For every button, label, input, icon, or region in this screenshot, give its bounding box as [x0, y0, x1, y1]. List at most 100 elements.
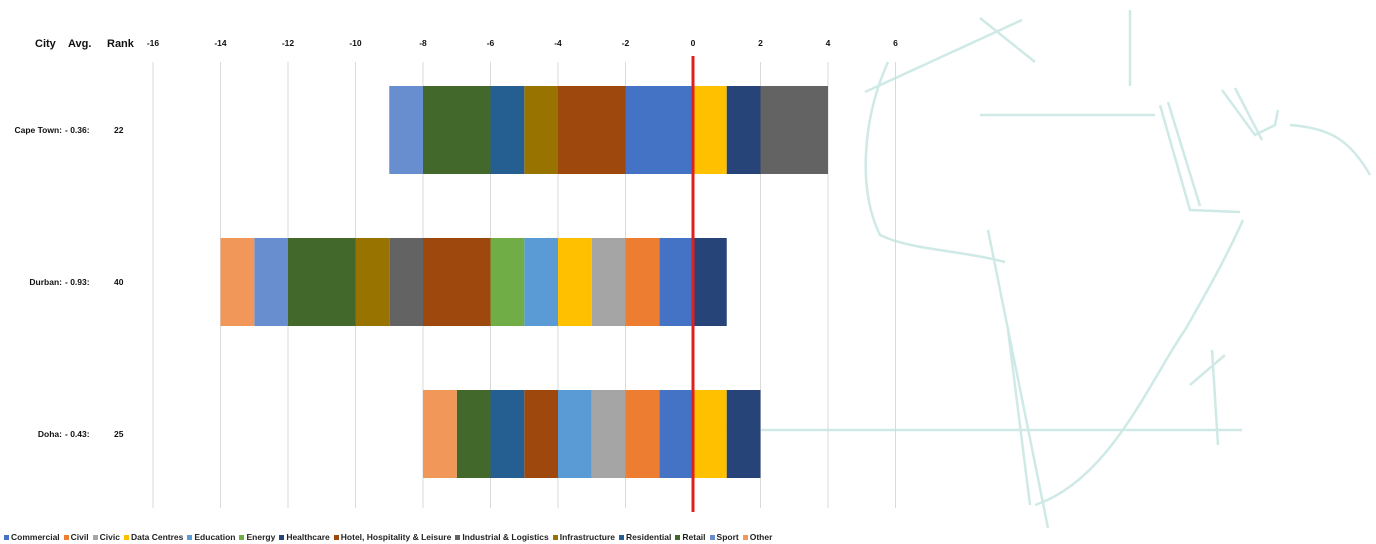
- header-city: City: [35, 38, 57, 50]
- chart-legend: Commercial Civil Civic Data Centres Educatio…: [4, 531, 776, 543]
- header-avg: Avg.: [68, 38, 91, 50]
- legend-swatch: [619, 534, 625, 540]
- row-avg-label: - 0.36:: [65, 125, 90, 135]
- legend-item: Civic: [92, 532, 120, 542]
- legend-label: Retail: [682, 532, 706, 542]
- legend-swatch: [123, 534, 129, 540]
- bar-segment: [558, 86, 626, 174]
- legend-item: Other: [742, 532, 773, 542]
- legend-label: Data Centres: [130, 532, 184, 542]
- bar-segment: [355, 238, 390, 326]
- bar-segment: [625, 238, 660, 326]
- bar-segment: [389, 238, 423, 326]
- legend-label: Energy: [246, 532, 276, 542]
- legend-swatch: [552, 534, 558, 540]
- bar-segment: [693, 238, 727, 326]
- bar-segment: [389, 86, 423, 174]
- row-rank-label: 25: [114, 429, 124, 439]
- legend-swatch: [333, 534, 339, 540]
- legend-item: Commercial: [4, 532, 60, 542]
- legend-label: Industrial & Logistics: [462, 532, 549, 542]
- legend-label: Civil: [70, 532, 89, 542]
- bar-segment: [524, 86, 558, 174]
- x-tick-label: -4: [554, 38, 562, 48]
- row-city-label: Durban:: [29, 277, 62, 287]
- legend-swatch: [239, 534, 245, 540]
- legend-item: Energy: [239, 532, 275, 542]
- row-rank-label: 22: [114, 125, 124, 135]
- row-avg-label: - 0.43:: [65, 429, 90, 439]
- x-tick-label: 4: [826, 38, 831, 48]
- bar-segment: [456, 390, 491, 478]
- legend-swatch: [279, 534, 285, 540]
- bar-segment: [558, 238, 592, 326]
- x-tick-label: -8: [419, 38, 427, 48]
- bar-segment: [726, 390, 761, 478]
- bar-segment: [591, 238, 626, 326]
- bar-segment: [490, 390, 525, 478]
- bar-segment: [524, 238, 558, 326]
- bar-segment: [423, 238, 491, 326]
- header-rank: Rank: [107, 38, 135, 50]
- bar-segment: [423, 86, 491, 174]
- row-rank-label: 40: [114, 277, 124, 287]
- legend-item: Infrastructure: [552, 532, 616, 542]
- legend-item: Retail: [675, 532, 706, 542]
- row-city-label: Doha:: [38, 429, 62, 439]
- legend-label: Hotel, Hospitality & Leisure: [340, 532, 452, 542]
- bar-segment: [558, 390, 592, 478]
- x-tick-label: -6: [487, 38, 495, 48]
- x-tick-label: -16: [147, 38, 160, 48]
- legend-swatch: [675, 534, 681, 540]
- background-map-outline: [712, 10, 1372, 529]
- legend-label: Commercial: [11, 532, 60, 542]
- bar-segment: [693, 390, 727, 478]
- legend-label: Healthcare: [286, 532, 330, 542]
- legend-item: Residential: [619, 532, 671, 542]
- legend-label: Sport: [716, 532, 739, 542]
- x-tick-label: -2: [622, 38, 630, 48]
- legend-swatch: [187, 534, 193, 540]
- bar-segment: [254, 238, 288, 326]
- bar-segment: [625, 86, 693, 174]
- x-tick-label: -10: [349, 38, 362, 48]
- legend-label: Infrastructure: [559, 532, 616, 542]
- x-tick-label: -12: [282, 38, 295, 48]
- bar-segment: [490, 238, 525, 326]
- legend-swatch: [92, 534, 98, 540]
- x-tick-label: 2: [758, 38, 763, 48]
- legend-swatch: [742, 534, 748, 540]
- bar-segment: [760, 86, 828, 174]
- legend-swatch: [455, 534, 461, 540]
- legend-label: Residential: [626, 532, 672, 542]
- legend-item: Data Centres: [123, 532, 184, 542]
- legend-item: Hotel, Hospitality & Leisure: [333, 532, 452, 542]
- bar-segment: [423, 390, 457, 478]
- bar-segment: [288, 238, 356, 326]
- bar-segment: [693, 86, 727, 174]
- bar-segment: [659, 390, 693, 478]
- bar-segment: [726, 86, 761, 174]
- bar-segment: [659, 238, 693, 326]
- bar-segment: [220, 238, 255, 326]
- row-city-label: Cape Town:: [14, 125, 62, 135]
- legend-item: Sport: [709, 532, 739, 542]
- bar-segment: [524, 390, 558, 478]
- x-tick-label: 6: [893, 38, 898, 48]
- legend-swatch: [709, 534, 715, 540]
- x-tick-label: 0: [691, 38, 696, 48]
- legend-swatch: [63, 534, 69, 540]
- legend-item: Civil: [63, 532, 89, 542]
- bar-segment: [591, 390, 626, 478]
- legend-label: Other: [749, 532, 773, 542]
- row-avg-label: - 0.93:: [65, 277, 90, 287]
- legend-item: Education: [187, 532, 235, 542]
- legend-item: Healthcare: [279, 532, 330, 542]
- legend-label: Education: [194, 532, 236, 542]
- bar-segment: [625, 390, 660, 478]
- chart-canvas: -16 -14 -12 -10 -8 -6 -4 -2 0 2 4 6 City Avg. Rank …: [14, 10, 1372, 529]
- x-tick-label: -14: [214, 38, 227, 48]
- legend-item: Industrial & Logistics: [455, 532, 549, 542]
- legend-swatch: [4, 534, 9, 540]
- bar-segment: [490, 86, 525, 174]
